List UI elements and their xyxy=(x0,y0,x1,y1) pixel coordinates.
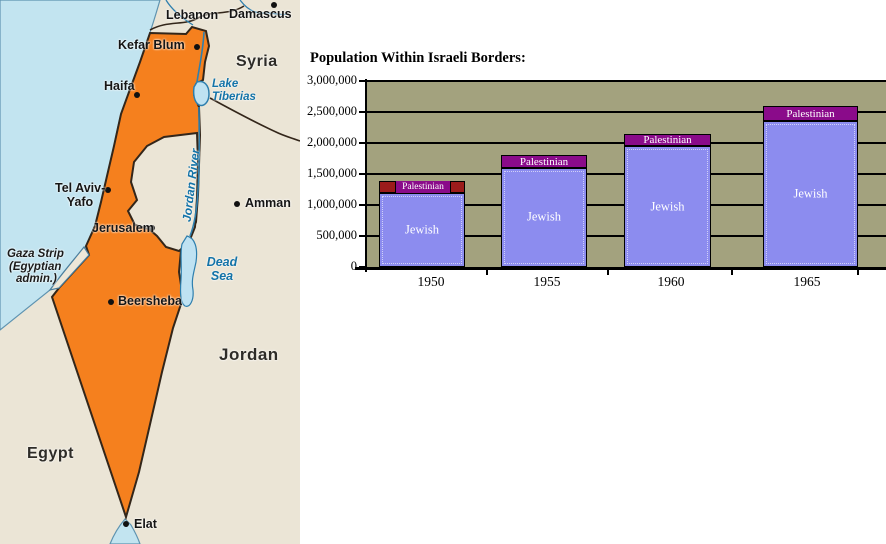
jewish-segment-inner-dotted-border xyxy=(504,170,584,264)
gridline-2500000 xyxy=(367,111,886,113)
x-category-label-1960: 1960 xyxy=(657,274,685,289)
label-haifa: Haifa xyxy=(104,79,135,93)
y-tick-label: 3,000,000 xyxy=(307,73,357,87)
segment-jewish-1960: Jewish xyxy=(624,146,711,267)
damascus-dot xyxy=(271,2,277,8)
label-jerusalem: Jerusalem xyxy=(92,221,154,235)
jewish-segment-inner-dotted-border xyxy=(627,149,708,264)
plot-area: Palestinian Jewish Palestinian Jewish Palest… xyxy=(367,80,886,267)
gaza-strip-region xyxy=(48,245,90,291)
label-gaza-strip: Gaza Strip (Egyptian admin.) xyxy=(7,248,64,285)
barada-river xyxy=(239,0,288,16)
x-tick xyxy=(607,269,609,275)
palestinian-label-chip: Palestinian xyxy=(395,181,451,193)
y-tick-label: 0 xyxy=(350,259,357,273)
label-kefar-blum: Kefar Blum xyxy=(118,38,185,52)
jewish-segment-inner-dotted-border xyxy=(766,124,855,264)
litani-river xyxy=(165,0,194,26)
x-category-label-1965: 1965 xyxy=(793,274,821,289)
label-dead-sea: Dead Sea xyxy=(206,255,238,283)
label-lake-tiberias: Lake Tiberias xyxy=(212,78,256,103)
y-tick xyxy=(359,204,365,206)
label-egypt: Egypt xyxy=(27,445,74,462)
segment-jewish-1965: Jewish xyxy=(763,121,858,267)
tel-aviv-dot xyxy=(105,187,111,193)
label-lebanon: Lebanon xyxy=(166,8,219,22)
segment-palestinian-1965: Palestinian xyxy=(763,105,858,122)
label-tel-aviv-yafo: Tel Aviv- Yafo xyxy=(55,181,106,209)
segment-jewish-1955: Jewish xyxy=(501,167,587,267)
jewish-segment-inner-dotted-border xyxy=(382,195,462,264)
bar-1960: Palestinian Jewish xyxy=(624,133,711,267)
jewish-label: Jewish xyxy=(526,209,562,224)
label-beersheba: Beersheba xyxy=(118,294,182,308)
label-syria: Syria xyxy=(236,53,278,70)
y-tick xyxy=(359,111,365,113)
y-tick-label: 500,000 xyxy=(316,228,357,242)
label-jordan-country: Jordan xyxy=(219,345,279,364)
x-axis-line xyxy=(355,267,886,270)
y-tick xyxy=(359,173,365,175)
beersheba-dot xyxy=(108,299,114,305)
x-tick xyxy=(731,269,733,275)
x-category-label-1955: 1955 xyxy=(533,274,561,289)
segment-jewish-1950: Jewish xyxy=(379,192,465,267)
syria-jordan-border xyxy=(209,97,300,142)
map-graphic xyxy=(0,0,300,544)
label-damascus: Damascus xyxy=(229,7,292,21)
bar-1955: Palestinian Jewish xyxy=(501,155,587,267)
palestinian-label: Palestinian xyxy=(519,155,569,168)
label-amman: Amman xyxy=(245,196,291,210)
y-tick-label: 2,000,000 xyxy=(307,135,357,149)
palestinian-label: Palestinian xyxy=(643,133,692,146)
palestinian-label: Palestinian xyxy=(786,107,835,120)
y-tick xyxy=(359,235,365,237)
segment-palestinian-1960: Palestinian xyxy=(624,133,711,147)
lebanon-syria-border xyxy=(149,5,245,31)
y-axis-line xyxy=(365,79,367,272)
y-tick xyxy=(359,142,365,144)
gridline-3000000 xyxy=(367,80,886,82)
israel-map-panel: Lebanon Damascus Kefar Blum Syria Haifa … xyxy=(0,0,300,544)
gulf-of-aqaba xyxy=(109,518,141,544)
bar-1965: Palestinian Jewish xyxy=(763,105,858,267)
jordan-river xyxy=(189,31,205,237)
segment-palestinian-1955: Palestinian xyxy=(501,155,587,168)
x-tick xyxy=(486,269,488,275)
jewish-label: Jewish xyxy=(404,222,440,237)
y-tick-label: 1,000,000 xyxy=(307,197,357,211)
x-tick xyxy=(857,269,859,275)
jerusalem-dot xyxy=(149,225,155,231)
x-category-label-1950: 1950 xyxy=(417,274,445,289)
elat-dot xyxy=(123,521,129,527)
haifa-dot xyxy=(134,92,140,98)
population-chart-panel: Population Within Israeli Borders: Pales… xyxy=(300,0,886,544)
y-tick xyxy=(359,266,365,268)
amman-dot xyxy=(234,201,240,207)
kefar-blum-dot xyxy=(194,44,200,50)
jewish-label: Jewish xyxy=(793,186,828,201)
chart-title: Population Within Israeli Borders: xyxy=(310,50,526,66)
lake-tiberias xyxy=(192,80,210,107)
bar-1950: Palestinian Jewish xyxy=(379,181,465,267)
label-elat: Elat xyxy=(134,517,157,531)
jewish-label: Jewish xyxy=(650,199,685,214)
y-tick xyxy=(359,80,365,82)
dead-sea xyxy=(179,235,198,307)
y-tick-label: 2,500,000 xyxy=(307,104,357,118)
y-tick-label: 1,500,000 xyxy=(307,166,357,180)
segment-palestinian-1950: Palestinian xyxy=(379,181,465,193)
